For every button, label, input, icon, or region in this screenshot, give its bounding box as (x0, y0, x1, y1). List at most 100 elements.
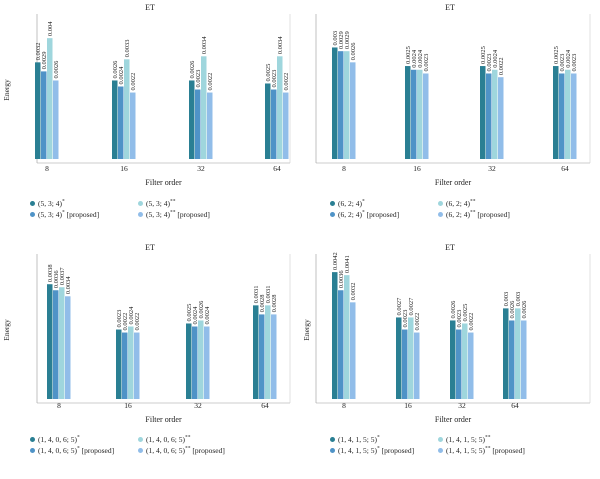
bar (402, 329, 408, 399)
legend-label: (1, 4, 1, 5; 5)** [proposed] (446, 445, 525, 455)
bar (283, 92, 289, 159)
chart-panel-bottom-right: ET Energy 0.0042 0.0036 0.0041 0.0032 8 0.0027 0… (300, 240, 600, 479)
bar (450, 320, 456, 399)
bar (515, 308, 521, 399)
bar (492, 69, 498, 159)
legend-swatch-icon (138, 212, 143, 218)
chart-title: ET (145, 3, 155, 12)
data-label: 0.0034 (201, 36, 208, 55)
bar (128, 326, 134, 399)
legend-label: (1, 4, 0, 6; 5)** (146, 434, 191, 444)
bar (204, 326, 210, 399)
x-axis-label: Filter order (435, 178, 472, 187)
data-label: 0.0028 (259, 295, 266, 313)
bar (521, 320, 527, 399)
bar (344, 275, 350, 399)
x-tick-label: 32 (194, 401, 202, 410)
y-axis-label: Energy (2, 79, 11, 101)
legend-label: (6, 2; 4)** (446, 198, 476, 208)
bar (571, 73, 577, 159)
data-label: 0.0033 (124, 39, 131, 57)
legend-swatch-icon (438, 437, 443, 443)
bar (134, 332, 140, 399)
legend-label: (1, 4, 0, 6; 5)* [proposed] (38, 445, 115, 455)
x-tick-label: 8 (45, 164, 49, 173)
legend-item: (1, 4, 0, 6; 5)** (138, 432, 190, 445)
chart-title: ET (445, 243, 455, 252)
bar (411, 69, 417, 159)
bar (408, 317, 414, 399)
bar (47, 38, 53, 159)
data-label: 0.0034 (277, 36, 284, 55)
data-label: 0.0023 (456, 310, 463, 328)
y-axis-label: Energy (2, 319, 11, 341)
data-label: 0.0041 (344, 255, 351, 273)
legend-label: (1, 4, 1, 5; 5)** (446, 434, 491, 444)
data-label: 0.0026 (509, 300, 516, 319)
bar (338, 290, 344, 399)
legend-swatch-icon (138, 437, 143, 443)
bar (414, 332, 420, 399)
bar (201, 56, 207, 159)
bar (207, 92, 213, 159)
data-label: 0.0023 (271, 70, 278, 88)
legend-item: (5, 3; 4)* [proposed] (30, 207, 99, 220)
data-label: 0.0023 (559, 54, 566, 72)
bar (53, 290, 59, 399)
legend-item: (1, 4, 0, 6; 5)* (30, 432, 80, 445)
legend-item: (1, 4, 1, 5; 5)* [proposed] (330, 443, 414, 456)
data-label: 0.0023 (402, 310, 409, 328)
bar (265, 83, 271, 159)
data-label: 0.0024 (128, 306, 135, 325)
data-label: 0.0023 (486, 54, 493, 72)
data-label: 0.0024 (192, 306, 199, 325)
data-label: 0.0042 (332, 252, 339, 270)
legend-swatch-icon (30, 448, 35, 454)
legend-label: (1, 4, 1, 5; 5)* [proposed] (338, 445, 415, 455)
legend-label: (5, 3; 4)** [proposed] (146, 209, 210, 219)
data-label: 0.0022 (130, 73, 137, 91)
legend-label: (6, 2; 4)** [proposed] (446, 209, 510, 219)
legend-item: (5, 3; 4)** [proposed] (138, 207, 210, 220)
chart-panel-top-right: ET 0.003 0.0029 0.0029 0.0026 8 0.0025 0.0024 0.… (300, 0, 600, 239)
bar (253, 305, 259, 399)
bar (344, 51, 350, 159)
data-label: 0.003 (332, 31, 339, 46)
data-label: 0.0022 (283, 73, 290, 91)
data-label: 0.0027 (396, 297, 403, 316)
data-label: 0.0023 (423, 54, 430, 72)
data-label: 0.0025 (186, 304, 193, 322)
data-label: 0.0024 (118, 66, 125, 85)
legend-swatch-icon (138, 448, 143, 454)
chart-title: ET (145, 243, 155, 252)
bar (130, 92, 136, 159)
bar (65, 296, 71, 399)
data-label: 0.0023 (116, 310, 123, 328)
bar (332, 272, 338, 399)
data-label: 0.0031 (265, 285, 272, 303)
data-label: 0.0028 (271, 295, 278, 313)
x-tick-label: 16 (413, 164, 421, 173)
bar (332, 47, 338, 159)
x-tick-label: 32 (458, 401, 466, 410)
legend-label: (5, 3; 4)* [proposed] (38, 209, 100, 219)
legend-item: (1, 4, 0, 6; 5)** [proposed] (138, 443, 225, 456)
bar (41, 71, 47, 159)
bar (271, 89, 277, 159)
legend-swatch-icon (330, 448, 335, 454)
data-label: 0.0023 (195, 70, 202, 88)
x-tick-label: 8 (342, 401, 346, 410)
bar (338, 51, 344, 159)
bar (189, 80, 195, 159)
bar (396, 317, 402, 399)
data-label: 0.0025 (462, 304, 469, 322)
x-tick-label: 16 (124, 401, 132, 410)
data-label: 0.003 (515, 292, 522, 307)
data-label: 0.0023 (571, 54, 578, 72)
x-axis-label: Filter order (145, 415, 182, 424)
data-label: 0.0024 (492, 49, 499, 68)
data-label: 0.0031 (253, 285, 260, 303)
legend-label: (6, 2; 4)* (338, 198, 365, 208)
bar (480, 66, 486, 159)
legend-item: (6, 2; 4)** (438, 196, 475, 209)
